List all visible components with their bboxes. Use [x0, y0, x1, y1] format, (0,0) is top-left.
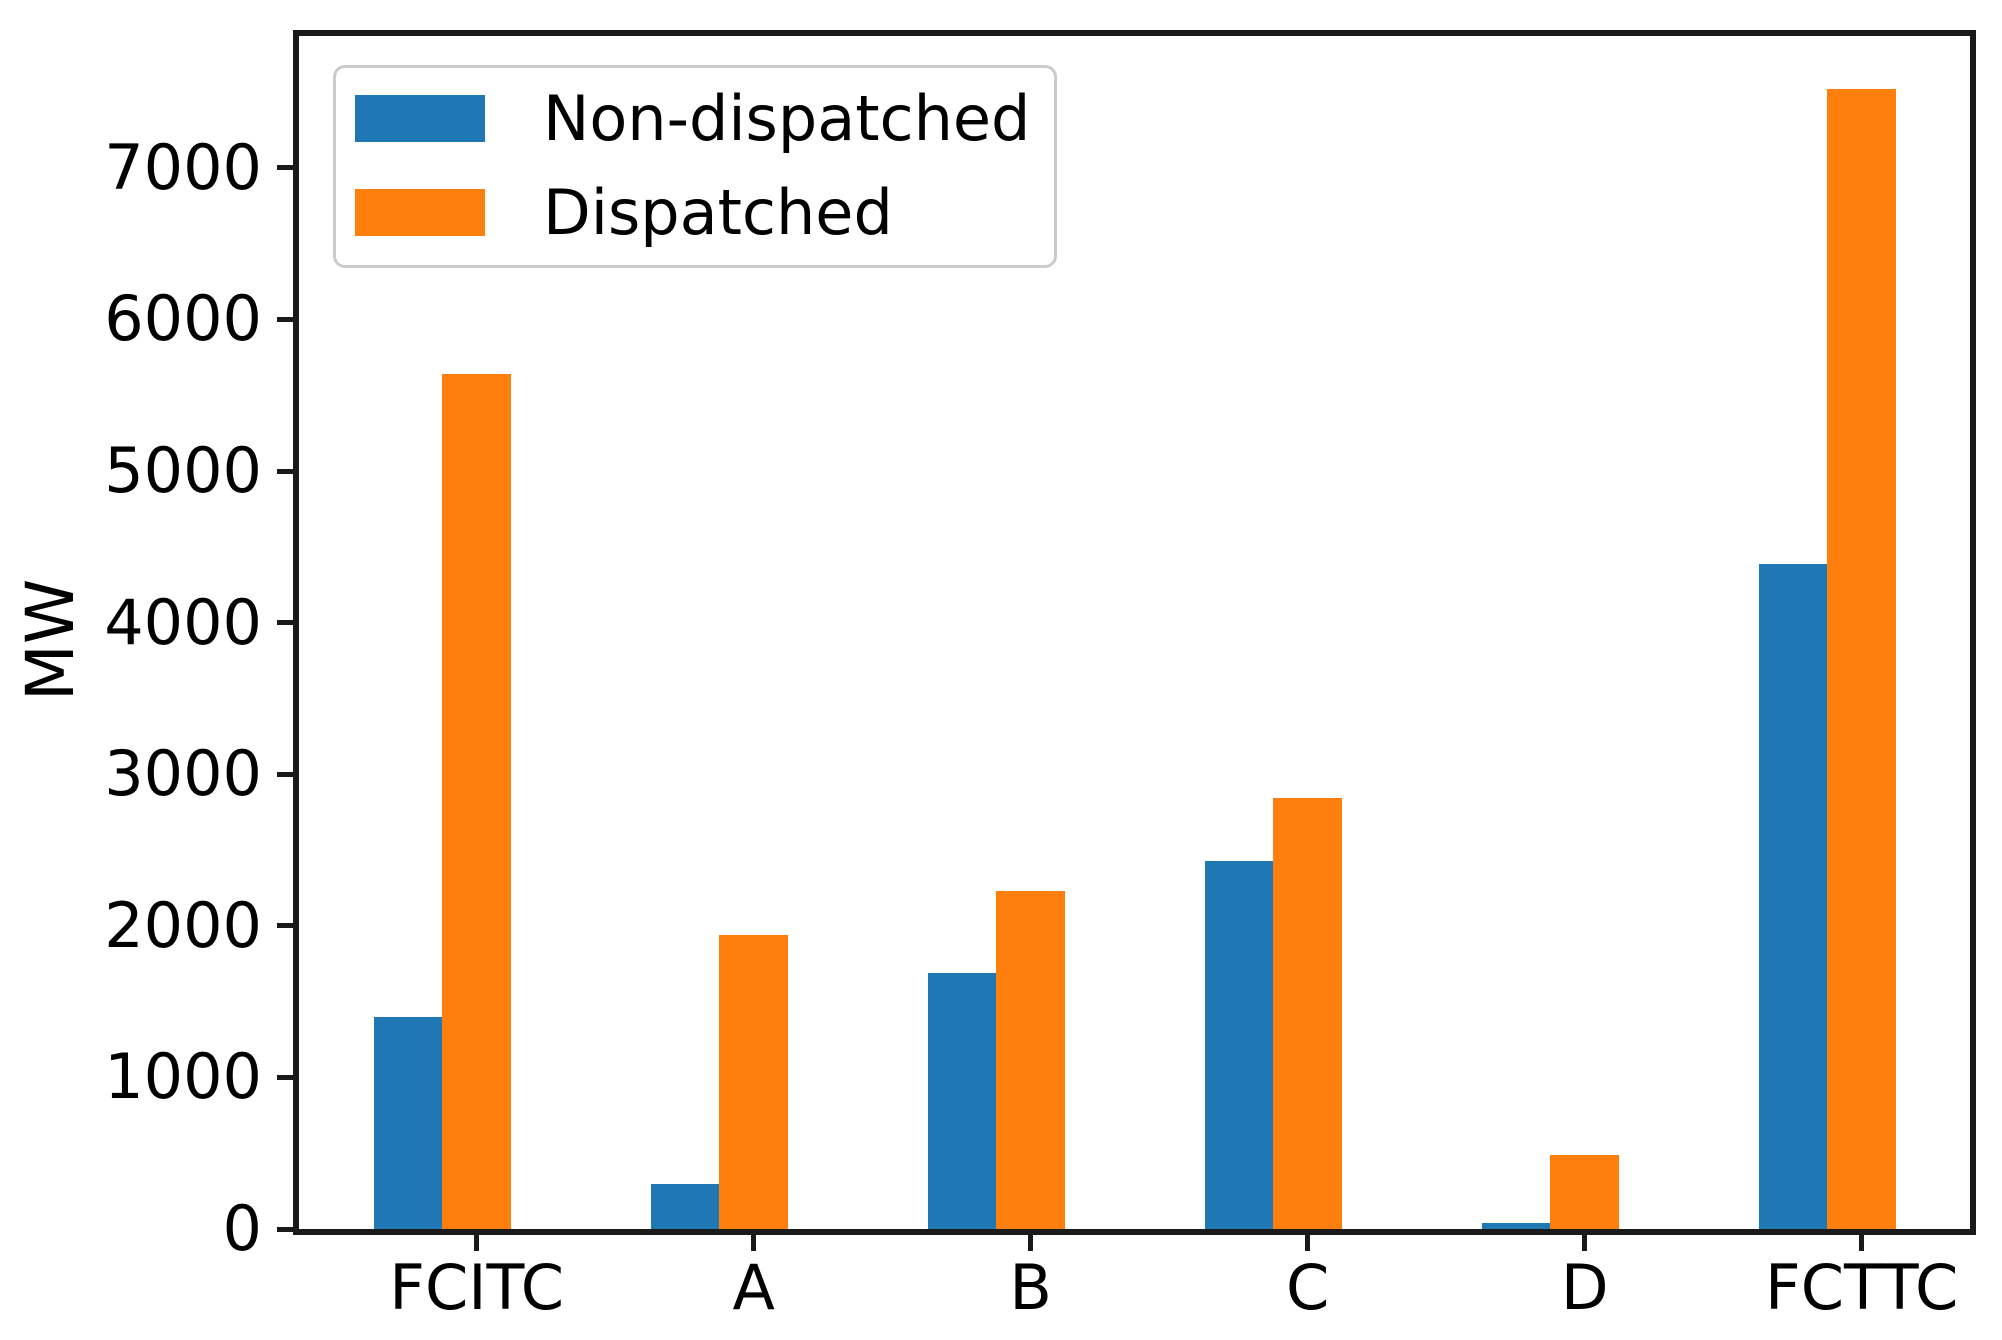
x-tick-label-fcttc: FCTTC: [1765, 1251, 1959, 1324]
y-tick-label-2000: 2000: [104, 888, 262, 962]
legend-entry-dispatched: Dispatched: [355, 181, 1054, 243]
bar-fcitc-dispatched: [442, 374, 511, 1229]
y-tick-label-0: 0: [222, 1192, 262, 1265]
legend-label-dispatched: Dispatched: [543, 175, 893, 249]
plot-area-frame: [293, 30, 1976, 1235]
x-tick-fcttc: [1859, 1235, 1865, 1251]
y-tick-2000: [277, 923, 293, 929]
bar-d-non-dispatched: [1481, 1222, 1551, 1229]
x-tick-label-b: B: [1009, 1251, 1052, 1324]
y-tick-label-1000: 1000: [104, 1040, 262, 1114]
bar-fcitc-non-dispatched: [373, 1016, 443, 1229]
x-tick-b: [1028, 1235, 1034, 1251]
bar-c-non-dispatched: [1204, 860, 1274, 1229]
y-tick-label-6000: 6000: [104, 282, 262, 356]
bar-a-non-dispatched: [650, 1183, 720, 1229]
y-tick-label-4000: 4000: [104, 585, 262, 659]
y-tick-5000: [277, 468, 293, 474]
y-tick-label-3000: 3000: [104, 737, 262, 811]
y-tick-1000: [277, 1074, 293, 1080]
x-tick-d: [1582, 1235, 1588, 1251]
bar-d-dispatched: [1550, 1154, 1619, 1229]
y-tick-label-7000: 7000: [104, 130, 262, 204]
x-tick-c: [1305, 1235, 1311, 1251]
x-tick-label-fcitc: FCITC: [389, 1251, 565, 1324]
y-tick-label-5000: 5000: [104, 434, 262, 508]
y-tick-3000: [277, 771, 293, 777]
y-tick-6000: [277, 316, 293, 322]
y-tick-7000: [277, 165, 293, 171]
y-tick-0: [277, 1226, 293, 1232]
bar-fcttc-non-dispatched: [1758, 563, 1828, 1229]
legend-entry-non-dispatched: Non-dispatched: [355, 87, 1054, 149]
bar-b-dispatched: [996, 890, 1065, 1229]
x-tick-label-c: C: [1286, 1251, 1330, 1324]
y-tick-4000: [277, 620, 293, 626]
bar-a-dispatched: [719, 934, 788, 1229]
bar-b-non-dispatched: [927, 972, 997, 1229]
legend-swatch-non-dispatched: [355, 95, 485, 142]
x-tick-a: [751, 1235, 757, 1251]
x-tick-fcitc: [474, 1235, 480, 1251]
legend-box: Non-dispatched Dispatched: [333, 65, 1057, 268]
bar-c-dispatched: [1273, 798, 1342, 1229]
legend-label-non-dispatched: Non-dispatched: [543, 81, 1031, 155]
x-tick-label-a: A: [732, 1251, 775, 1324]
legend-swatch-dispatched: [355, 189, 485, 236]
x-tick-label-d: D: [1560, 1251, 1609, 1324]
bar-fcttc-dispatched: [1827, 89, 1896, 1229]
